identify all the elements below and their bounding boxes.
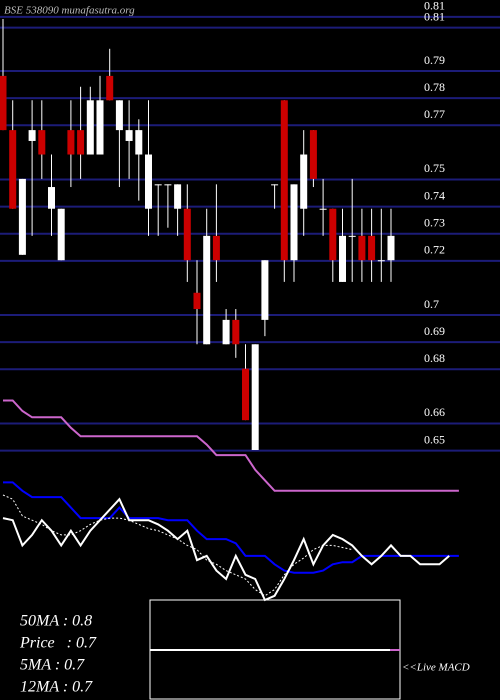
- candle-body: [115, 100, 123, 131]
- candle-body: [271, 184, 279, 186]
- candle-body: [174, 184, 182, 209]
- candle-body: [183, 208, 191, 261]
- candle-body: [290, 184, 298, 261]
- candle-body: [135, 130, 143, 155]
- candle-body: [9, 130, 17, 209]
- stat-label: 50MA : 0.8: [20, 613, 92, 630]
- candle-body: [145, 154, 152, 209]
- candle-body: [125, 130, 133, 141]
- y-tick-label: 0.75: [424, 161, 445, 175]
- candle-body: [28, 130, 36, 141]
- y-tick-label: 0.65: [424, 432, 445, 446]
- indicator-line: [2, 497, 450, 602]
- candle-body: [86, 100, 94, 155]
- indicator-line: [3, 399, 459, 492]
- stat-label: 12MA : 0.7: [20, 679, 93, 696]
- candle-body: [67, 130, 75, 155]
- y-tick-label: 0.73: [424, 215, 445, 229]
- y-tick-label: 0.68: [424, 351, 445, 365]
- y-tick-label: 0.79: [424, 53, 445, 67]
- stat-label: Price : 0.7: [19, 635, 97, 652]
- candle-body: [203, 235, 211, 345]
- candle-body: [0, 75, 7, 131]
- candle-body: [193, 292, 201, 310]
- candle-body: [339, 235, 346, 282]
- candle-body: [387, 235, 395, 261]
- y-tick-label: 0.69: [424, 324, 445, 338]
- candle-body: [106, 75, 114, 101]
- candle-body: [251, 344, 259, 450]
- y-tick-label: 0.72: [424, 243, 445, 257]
- y-tick-label: 0.81: [424, 9, 445, 23]
- y-tick-label: 0.77: [424, 107, 445, 121]
- y-tick-label: 0.78: [424, 80, 445, 94]
- candle-body: [368, 235, 376, 261]
- candle-body: [377, 260, 385, 262]
- candle-body: [358, 235, 366, 261]
- candle-body: [242, 368, 249, 421]
- indicator-line: [2, 494, 353, 597]
- candle-body: [329, 208, 337, 261]
- macd-label: <<Live MACD: [402, 662, 470, 674]
- y-tick-label: 0.81: [424, 0, 445, 13]
- candle-body: [57, 208, 65, 261]
- y-tick-label: 0.74: [424, 188, 445, 202]
- candle-body: [232, 319, 240, 345]
- candle-body: [96, 100, 104, 155]
- chart-title: BSE 538090 munafasutra.org: [4, 5, 135, 17]
- candle-body: [154, 184, 162, 186]
- candle-body: [38, 130, 46, 155]
- candle-body: [280, 100, 288, 261]
- y-tick-label: 0.7: [424, 297, 439, 311]
- candle-body: [309, 130, 317, 179]
- candle-body: [164, 184, 172, 186]
- stat-label: 5MA : 0.7: [20, 657, 85, 674]
- candle-body: [348, 235, 356, 237]
- candle-body: [77, 130, 85, 155]
- y-tick-label: 0.66: [424, 405, 445, 419]
- indicator-line: [3, 481, 459, 574]
- candle-body: [300, 154, 308, 209]
- candle-body: [319, 208, 327, 210]
- candle-body: [261, 260, 269, 320]
- candle-body: [18, 178, 26, 255]
- candle-body: [222, 319, 230, 345]
- candle-body: [212, 235, 220, 261]
- candle-body: [48, 187, 55, 209]
